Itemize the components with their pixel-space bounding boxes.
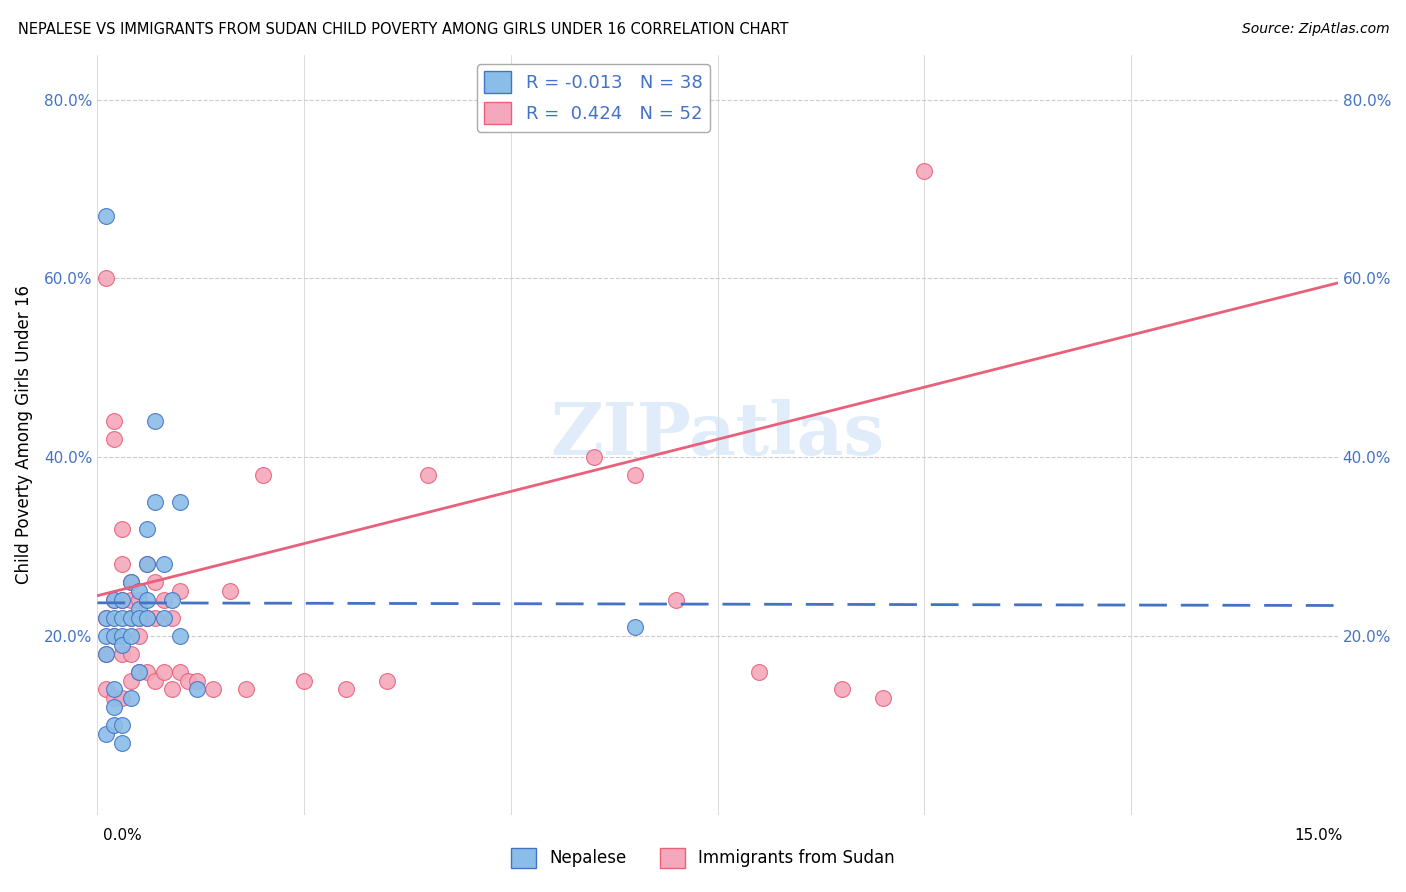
- Point: [152, 558, 174, 572]
- Point: [143, 673, 166, 688]
- Text: Source: ZipAtlas.com: Source: ZipAtlas.com: [1241, 22, 1389, 37]
- Text: 0.0%: 0.0%: [103, 828, 142, 843]
- Point: [160, 682, 183, 697]
- Point: [103, 433, 125, 447]
- Point: [120, 611, 142, 625]
- Point: [831, 682, 853, 697]
- Point: [136, 665, 159, 679]
- Legend: R = -0.013   N = 38, R =  0.424   N = 52: R = -0.013 N = 38, R = 0.424 N = 52: [477, 64, 710, 132]
- Point: [111, 629, 134, 643]
- Point: [103, 718, 125, 732]
- Point: [103, 691, 125, 706]
- Point: [103, 629, 125, 643]
- Point: [128, 665, 150, 679]
- Point: [120, 691, 142, 706]
- Point: [136, 522, 159, 536]
- Point: [128, 593, 150, 607]
- Point: [111, 647, 134, 661]
- Point: [94, 611, 117, 625]
- Point: [624, 620, 647, 634]
- Point: [186, 673, 208, 688]
- Point: [218, 584, 240, 599]
- Point: [111, 736, 134, 750]
- Point: [136, 611, 159, 625]
- Point: [128, 629, 150, 643]
- Point: [136, 611, 159, 625]
- Point: [103, 682, 125, 697]
- Point: [120, 575, 142, 590]
- Text: ZIPatlas: ZIPatlas: [551, 400, 884, 470]
- Point: [128, 584, 150, 599]
- Point: [128, 602, 150, 616]
- Point: [94, 682, 117, 697]
- Point: [202, 682, 225, 697]
- Point: [143, 575, 166, 590]
- Y-axis label: Child Poverty Among Girls Under 16: Child Poverty Among Girls Under 16: [15, 285, 32, 584]
- Point: [136, 593, 159, 607]
- Point: [111, 593, 134, 607]
- Legend: Nepalese, Immigrants from Sudan: Nepalese, Immigrants from Sudan: [505, 841, 901, 875]
- Point: [103, 629, 125, 643]
- Point: [169, 495, 191, 509]
- Point: [94, 209, 117, 223]
- Point: [582, 450, 605, 465]
- Point: [103, 593, 125, 607]
- Text: 15.0%: 15.0%: [1295, 828, 1343, 843]
- Point: [143, 611, 166, 625]
- Point: [94, 647, 117, 661]
- Point: [252, 468, 274, 483]
- Point: [94, 647, 117, 661]
- Point: [94, 629, 117, 643]
- Text: NEPALESE VS IMMIGRANTS FROM SUDAN CHILD POVERTY AMONG GIRLS UNDER 16 CORRELATION: NEPALESE VS IMMIGRANTS FROM SUDAN CHILD …: [18, 22, 789, 37]
- Point: [94, 727, 117, 741]
- Point: [169, 584, 191, 599]
- Point: [143, 495, 166, 509]
- Point: [136, 558, 159, 572]
- Point: [152, 593, 174, 607]
- Point: [169, 629, 191, 643]
- Point: [143, 414, 166, 428]
- Point: [169, 665, 191, 679]
- Point: [872, 691, 894, 706]
- Point: [375, 673, 398, 688]
- Point: [111, 611, 134, 625]
- Point: [152, 611, 174, 625]
- Point: [103, 611, 125, 625]
- Point: [292, 673, 315, 688]
- Point: [748, 665, 770, 679]
- Point: [120, 673, 142, 688]
- Point: [103, 700, 125, 714]
- Point: [120, 611, 142, 625]
- Point: [111, 593, 134, 607]
- Point: [111, 638, 134, 652]
- Point: [111, 718, 134, 732]
- Point: [120, 575, 142, 590]
- Point: [665, 593, 688, 607]
- Point: [235, 682, 257, 697]
- Point: [177, 673, 200, 688]
- Point: [103, 414, 125, 428]
- Point: [912, 164, 935, 178]
- Point: [111, 558, 134, 572]
- Point: [128, 665, 150, 679]
- Point: [120, 647, 142, 661]
- Point: [128, 611, 150, 625]
- Point: [624, 468, 647, 483]
- Point: [94, 611, 117, 625]
- Point: [103, 593, 125, 607]
- Point: [160, 593, 183, 607]
- Point: [111, 522, 134, 536]
- Point: [335, 682, 357, 697]
- Point: [152, 665, 174, 679]
- Point: [120, 593, 142, 607]
- Point: [136, 558, 159, 572]
- Point: [418, 468, 440, 483]
- Point: [120, 629, 142, 643]
- Point: [128, 611, 150, 625]
- Point: [186, 682, 208, 697]
- Point: [160, 611, 183, 625]
- Point: [111, 691, 134, 706]
- Point: [94, 271, 117, 285]
